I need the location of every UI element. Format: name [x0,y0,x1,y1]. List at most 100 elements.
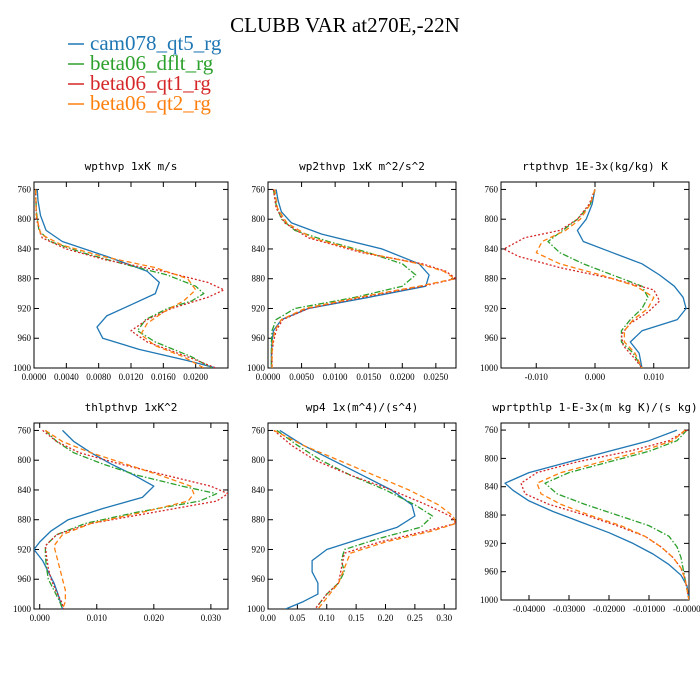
x-tick-label: -0.03000 [553,604,586,614]
x-tick-label: 0.0120 [119,372,144,382]
y-tick-label: 920 [18,303,32,313]
y-tick-label: 960 [18,574,32,584]
y-tick-label: 960 [252,333,266,343]
series-group [34,429,228,609]
x-tick-label: 0.0200 [183,372,208,382]
panel-4: thlpthvp 1xK^2 760 800 840 880 920 960 10000.00… [13,401,229,623]
series-line-beta06_qt1_rg [271,189,456,368]
panel-title: wp2thvp 1xK m^2/s^2 [299,160,425,173]
figure-title: CLUBB VAR at270E,-22N [230,13,460,37]
y-tick-label: 840 [18,244,32,254]
y-tick-label: 800 [252,214,266,224]
panel-title: wp4 1x(m^4)/(s^4) [306,401,419,414]
panel-title: wpthvp 1xK m/s [85,160,178,173]
legend-label: beta06_qt1_rg [90,71,211,95]
y-tick-label: 960 [252,574,266,584]
y-tick-label: 840 [18,485,32,495]
x-tick-label: 0.010 [644,372,665,382]
y-tick-label: 920 [252,544,266,554]
x-tick-label: 0.000 [585,372,606,382]
x-tick-label: 0.0150 [356,372,381,382]
y-tick-label: 880 [18,274,32,284]
y-tick-label: 920 [252,303,266,313]
y-tick-label: 760 [485,425,499,435]
series-line-beta06_dflt_rg [44,429,218,609]
y-tick-label: 920 [485,538,499,548]
y-tick-label: 840 [485,244,499,254]
y-tick-label: 920 [485,303,499,313]
legend-label: beta06_qt2_rg [90,91,211,115]
x-tick-label: 0.0100 [323,372,348,382]
y-tick-label: 960 [485,567,499,577]
x-tick-label: -0.01000 [633,604,666,614]
series-line-cam078_qt5_rg [270,189,430,368]
panel-2: wp2thvp 1xK m^2/s^2 760 800 840 880 920 960 100… [247,160,457,382]
x-tick-label: 0.0050 [289,372,314,382]
y-tick-label: 760 [18,425,32,435]
panel-title: thlpthvp 1xK^2 [85,401,178,414]
panel-3: rtpthvp 1E-3x(kg/kg) K 760 800 840 880 920 960… [480,160,690,382]
x-tick-label: 0.020 [144,613,165,623]
series-line-beta06_dflt_rg [270,189,417,368]
plot-frame [500,422,690,601]
y-tick-label: 800 [18,214,32,224]
x-tick-label: 0.0160 [151,372,176,382]
series-group [504,429,689,600]
x-tick-label: -0.010 [525,372,549,382]
legend-label: cam078_qt5_rg [90,31,222,55]
x-tick-label: 0.15 [348,613,364,623]
y-tick-label: 1000 [480,363,499,373]
panel-1: wpthvp 1xK m/s76080084088092096010000.00… [13,160,229,382]
x-tick-label: -0.02000 [593,604,626,614]
legend: cam078_qt5_rgbeta06_dflt_rgbeta06_qt1_rg… [68,31,222,115]
y-tick-label: 1000 [247,604,266,614]
panel-title: wprtpthlp 1-E-3x(m kg K)/(s kg) [492,401,697,414]
y-tick-label: 1000 [13,604,32,614]
plot-frame [33,422,229,610]
y-tick-label: 760 [18,184,32,194]
x-tick-label: 0.05 [290,613,306,623]
y-tick-label: 800 [252,455,266,465]
series-line-beta06_qt1_rg [273,429,456,609]
y-tick-label: 1000 [247,363,266,373]
series-line-beta06_qt2_rg [535,189,655,368]
x-tick-label: 0.0000 [22,372,47,382]
y-tick-label: 920 [18,544,32,554]
series-line-cam078_qt5_rg [576,189,687,368]
y-tick-label: 880 [18,515,32,525]
series-line-beta06_qt2_rg [271,189,456,368]
series-line-beta06_dflt_rg [276,429,434,609]
x-tick-label: 0.030 [201,613,222,623]
series-line-cam078_qt5_rg [36,189,217,368]
series-group [503,189,687,368]
y-tick-label: 880 [252,274,266,284]
y-tick-label: 1000 [13,363,32,373]
y-tick-label: 800 [485,453,499,463]
panels: wpthvp 1xK m/s76080084088092096010000.00… [13,160,700,623]
series-line-beta06_qt2_rg [34,189,205,368]
plot-frame [267,181,457,369]
y-tick-label: 960 [485,333,499,343]
y-tick-label: 880 [485,274,499,284]
series-line-cam078_qt5_rg [279,429,416,609]
panel-6: wprtpthlp 1-E-3x(m kg K)/(s kg) 760 800 840… [480,401,700,614]
x-tick-label: 0.0080 [86,372,111,382]
x-tick-label: 0.010 [87,613,108,623]
x-tick-label: 0.0250 [423,372,448,382]
series-line-beta06_dflt_rg [544,429,689,600]
series-group [34,189,225,368]
y-tick-label: 880 [485,510,499,520]
x-tick-label: 0.30 [436,613,452,623]
series-line-beta06_qt2_rg [45,429,195,609]
panel-5: wp4 1x(m^4)/(s^4)76080084088092096010000… [247,401,457,623]
x-tick-label: 0.0040 [54,372,79,382]
panel-title: rtpthvp 1E-3x(kg/kg) K [522,160,668,173]
series-group [273,429,456,609]
series-line-beta06_qt2_rg [273,429,456,609]
y-tick-label: 760 [252,425,266,435]
x-tick-label: -0.04000 [513,604,546,614]
y-tick-label: 960 [18,333,32,343]
x-tick-label: 0.0200 [390,372,415,382]
